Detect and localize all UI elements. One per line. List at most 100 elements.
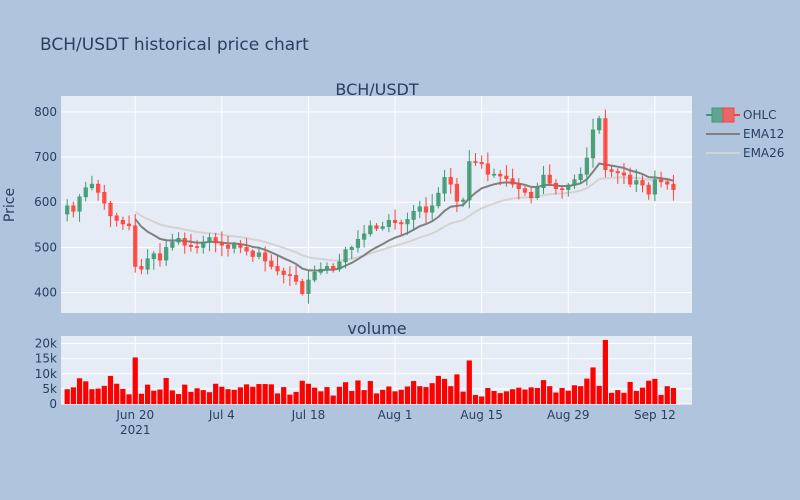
- volume-bar[interactable]: [633, 391, 639, 404]
- volume-bar[interactable]: [287, 394, 293, 404]
- volume-bar[interactable]: [658, 394, 664, 404]
- candlestick[interactable]: [188, 233, 194, 252]
- legend[interactable]: OHLC EMA12 EMA26: [706, 107, 784, 160]
- candlestick[interactable]: [473, 153, 478, 166]
- candlestick[interactable]: [671, 174, 676, 201]
- volume-bar[interactable]: [299, 380, 305, 404]
- volume-bar[interactable]: [398, 389, 404, 404]
- legend-item-ema26[interactable]: EMA26: [706, 146, 784, 160]
- volume-bar[interactable]: [151, 390, 157, 404]
- candlestick[interactable]: [504, 165, 509, 187]
- volume-bar[interactable]: [454, 374, 460, 404]
- volume-bar[interactable]: [76, 378, 83, 404]
- candlestick[interactable]: [281, 267, 286, 284]
- candlestick[interactable]: [609, 165, 614, 177]
- candlestick[interactable]: [405, 212, 410, 235]
- volume-bar[interactable]: [250, 386, 256, 404]
- volume-bar[interactable]: [553, 392, 559, 404]
- volume-bar[interactable]: [101, 385, 107, 404]
- candlestick[interactable]: [541, 165, 546, 195]
- volume-bar[interactable]: [194, 388, 200, 404]
- candlestick[interactable]: [430, 194, 435, 221]
- volume-bar[interactable]: [373, 393, 380, 404]
- volume-bar[interactable]: [540, 380, 547, 404]
- candlestick[interactable]: [479, 155, 484, 169]
- candlestick[interactable]: [461, 197, 466, 207]
- volume-bar[interactable]: [392, 391, 398, 404]
- volume-bar[interactable]: [386, 386, 392, 404]
- volume-bar[interactable]: [516, 387, 522, 404]
- candlestick[interactable]: [293, 265, 299, 285]
- volume-bar[interactable]: [584, 378, 590, 404]
- volume-bar[interactable]: [578, 386, 584, 404]
- candlestick[interactable]: [269, 254, 274, 270]
- volume-bar[interactable]: [281, 387, 287, 404]
- candlestick[interactable]: [510, 168, 515, 188]
- candlestick[interactable]: [250, 249, 255, 262]
- volume-bar[interactable]: [64, 389, 70, 404]
- volume-bar[interactable]: [274, 393, 281, 404]
- candlestick[interactable]: [386, 214, 391, 233]
- candlestick[interactable]: [628, 167, 633, 188]
- candlestick[interactable]: [207, 233, 212, 252]
- volume-bar[interactable]: [448, 386, 454, 404]
- volume-bar[interactable]: [200, 390, 206, 404]
- volume-bar[interactable]: [528, 387, 534, 404]
- candlestick[interactable]: [108, 200, 113, 227]
- candlestick[interactable]: [454, 177, 460, 212]
- volume-bar[interactable]: [175, 394, 182, 404]
- candlestick[interactable]: [324, 262, 330, 274]
- candlestick[interactable]: [665, 178, 670, 190]
- volume-bar[interactable]: [596, 385, 602, 404]
- volume-bar[interactable]: [324, 387, 330, 404]
- candlestick[interactable]: [535, 182, 540, 200]
- candlestick[interactable]: [442, 170, 447, 202]
- candlestick[interactable]: [485, 152, 490, 182]
- candlestick[interactable]: [368, 220, 373, 237]
- volume-bar[interactable]: [355, 380, 361, 404]
- candlestick[interactable]: [126, 215, 132, 231]
- volume-bar[interactable]: [70, 387, 76, 404]
- candlestick[interactable]: [157, 243, 163, 267]
- candlestick[interactable]: [640, 175, 645, 193]
- candlestick[interactable]: [256, 246, 262, 260]
- legend-item-ema12[interactable]: EMA12: [706, 127, 784, 141]
- candlestick[interactable]: [467, 149, 472, 209]
- candlestick[interactable]: [83, 181, 88, 202]
- candlestick[interactable]: [590, 118, 596, 168]
- volume-bar[interactable]: [231, 389, 237, 404]
- candlestick[interactable]: [516, 178, 521, 200]
- volume-bar[interactable]: [330, 395, 336, 404]
- volume-bar[interactable]: [646, 380, 652, 404]
- candlestick[interactable]: [584, 147, 589, 186]
- volume-bar[interactable]: [157, 389, 163, 404]
- volume-bar[interactable]: [114, 383, 120, 404]
- volume-bar[interactable]: [417, 386, 423, 404]
- volume-bar[interactable]: [429, 383, 435, 404]
- volume-bar[interactable]: [670, 387, 677, 404]
- volume-bar[interactable]: [188, 391, 194, 404]
- volume-bar[interactable]: [126, 394, 132, 404]
- candlestick[interactable]: [318, 262, 323, 275]
- candlestick[interactable]: [71, 201, 76, 218]
- candlestick[interactable]: [399, 219, 404, 235]
- volume-bar[interactable]: [83, 381, 89, 404]
- volume-bar[interactable]: [565, 390, 571, 404]
- candlestick[interactable]: [436, 187, 441, 209]
- volume-bar[interactable]: [237, 387, 244, 404]
- candlestick[interactable]: [559, 185, 565, 199]
- volume-bar[interactable]: [120, 388, 126, 404]
- volume-bar[interactable]: [503, 391, 510, 404]
- volume-bar[interactable]: [89, 389, 95, 404]
- candlestick[interactable]: [529, 187, 534, 204]
- candlestick[interactable]: [658, 171, 664, 188]
- volume-bar[interactable]: [435, 375, 441, 404]
- candlestick[interactable]: [194, 239, 200, 254]
- volume-bar[interactable]: [206, 392, 213, 404]
- volume-bar[interactable]: [497, 393, 503, 404]
- candlestick[interactable]: [219, 231, 224, 257]
- candlestick[interactable]: [102, 184, 107, 210]
- candlestick[interactable]: [114, 212, 119, 227]
- volume-bar[interactable]: [305, 383, 312, 404]
- candlestick[interactable]: [213, 233, 218, 253]
